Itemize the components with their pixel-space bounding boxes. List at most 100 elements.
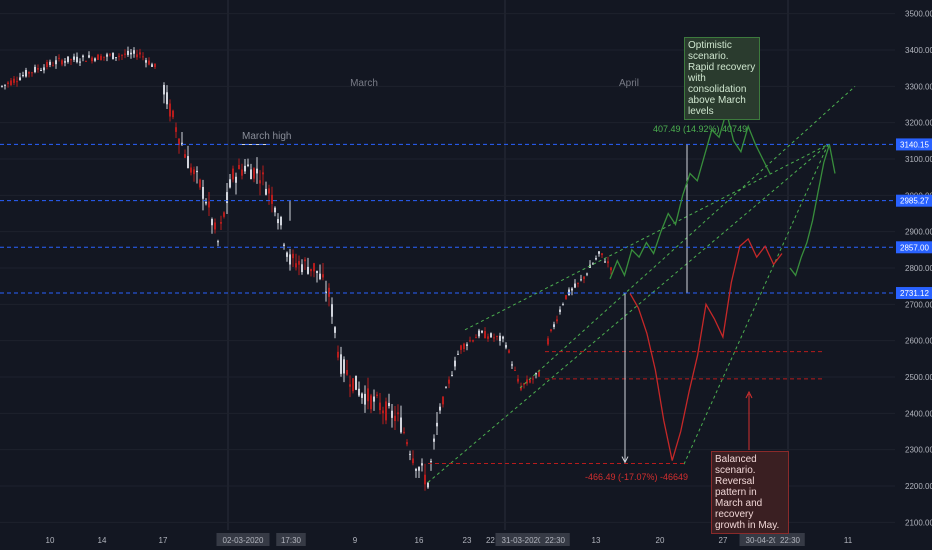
candle-body bbox=[334, 327, 336, 333]
candle-body bbox=[274, 207, 276, 213]
candle-body bbox=[406, 442, 408, 445]
price-level-value: 3140.15 bbox=[900, 140, 929, 149]
candle-body bbox=[238, 165, 240, 170]
candle-body bbox=[139, 52, 141, 55]
candle-body bbox=[64, 61, 66, 63]
candle-body bbox=[445, 387, 447, 389]
candle-body bbox=[397, 412, 399, 415]
time-tick-highlight bbox=[540, 533, 570, 546]
balanced-scenario-note: Balanced scenario. Reversal pattern in M… bbox=[711, 451, 789, 534]
price-tick-label: 3200.00 bbox=[905, 119, 932, 128]
candle-body bbox=[286, 252, 288, 257]
candle-body bbox=[43, 67, 45, 71]
candle-body bbox=[283, 244, 285, 246]
candle-body bbox=[394, 415, 396, 422]
candle-body bbox=[490, 333, 492, 338]
time-tick-label: 17:30 bbox=[281, 536, 302, 545]
candle-body bbox=[301, 264, 303, 273]
candle-body bbox=[34, 66, 36, 73]
candle-body bbox=[376, 394, 378, 397]
candle-body bbox=[316, 270, 318, 274]
candle-body bbox=[415, 469, 417, 471]
candle-body bbox=[199, 179, 201, 188]
candle-body bbox=[112, 52, 114, 60]
candle-body bbox=[136, 54, 138, 58]
candle-body bbox=[469, 340, 471, 342]
candle-body bbox=[307, 266, 309, 274]
candle-body bbox=[586, 273, 588, 275]
candle-body bbox=[400, 417, 402, 433]
candle-body bbox=[595, 258, 597, 260]
month-label-april: April bbox=[619, 78, 639, 89]
candle-body bbox=[538, 370, 540, 377]
candle-body bbox=[181, 142, 183, 145]
time-tick-label: 17 bbox=[159, 536, 168, 545]
time-tick-highlight bbox=[216, 533, 270, 546]
balanced-arrowhead bbox=[745, 390, 753, 399]
candle-body bbox=[145, 60, 147, 63]
candle-body bbox=[265, 188, 267, 195]
candle-body bbox=[583, 276, 585, 279]
candle-body bbox=[13, 78, 15, 83]
candle-body bbox=[262, 172, 264, 175]
candle-body bbox=[364, 393, 366, 405]
candle-body bbox=[205, 201, 207, 204]
candle-body bbox=[466, 344, 468, 346]
candle-body bbox=[22, 75, 24, 77]
trend-lines bbox=[240, 78, 856, 483]
candle-body bbox=[259, 180, 261, 184]
candle-body bbox=[178, 138, 180, 145]
candle-body bbox=[475, 337, 477, 339]
candle-body bbox=[166, 92, 168, 105]
candle-body bbox=[16, 81, 18, 83]
candle-body bbox=[604, 261, 606, 263]
scenario-optimistic-path bbox=[609, 109, 771, 280]
candle-body bbox=[478, 330, 480, 337]
candle-body bbox=[580, 279, 582, 281]
candle-body bbox=[244, 165, 246, 172]
optimistic-scenario-note: Optimistic scenario. Rapid recovery with… bbox=[684, 37, 760, 120]
candle-body bbox=[91, 57, 93, 62]
candle-body bbox=[175, 127, 177, 132]
candle-body bbox=[292, 253, 294, 259]
candle-body bbox=[529, 379, 531, 383]
candle-body bbox=[55, 60, 57, 65]
candle-body bbox=[127, 50, 129, 55]
candle-body bbox=[382, 410, 384, 414]
candle-body bbox=[85, 60, 87, 62]
candle-body bbox=[322, 274, 324, 278]
candle-body bbox=[223, 212, 225, 217]
candle-body bbox=[217, 241, 219, 243]
candle-body bbox=[484, 331, 486, 339]
candle-body bbox=[472, 340, 474, 342]
price-tick-label: 3400.00 bbox=[905, 46, 932, 55]
price-level-value: 2731.12 bbox=[900, 289, 929, 298]
candle-body bbox=[535, 372, 537, 375]
price-tick-label: 3500.00 bbox=[905, 10, 932, 19]
candle-body bbox=[7, 82, 9, 84]
scenario-forecast-path bbox=[789, 144, 836, 277]
candle-body bbox=[52, 65, 54, 67]
scenario-balanced-path bbox=[629, 237, 783, 461]
candle-body bbox=[337, 351, 339, 358]
candle-body bbox=[142, 56, 144, 58]
candle-body bbox=[436, 422, 438, 427]
measure-down-label: -466.49 (-17.07%) -46649 bbox=[585, 472, 688, 482]
candle-body bbox=[211, 219, 213, 226]
measure-up-label: 407.49 (14.92%) 40749 bbox=[653, 124, 747, 134]
candle-body bbox=[385, 401, 387, 421]
candle-body bbox=[106, 54, 108, 57]
price-tick-label: 2300.00 bbox=[905, 446, 932, 455]
time-tick-label: 22:30 bbox=[780, 536, 801, 545]
candle-body bbox=[556, 319, 558, 322]
candle-body bbox=[481, 330, 483, 333]
trendline-upper bbox=[464, 144, 829, 331]
candle-body bbox=[607, 261, 609, 264]
candle-body bbox=[310, 268, 312, 272]
candle-body bbox=[508, 350, 510, 353]
candle-body bbox=[253, 168, 255, 179]
candle-body bbox=[577, 282, 579, 284]
candle-body bbox=[520, 386, 522, 390]
time-tick-label: 23 bbox=[463, 536, 472, 545]
